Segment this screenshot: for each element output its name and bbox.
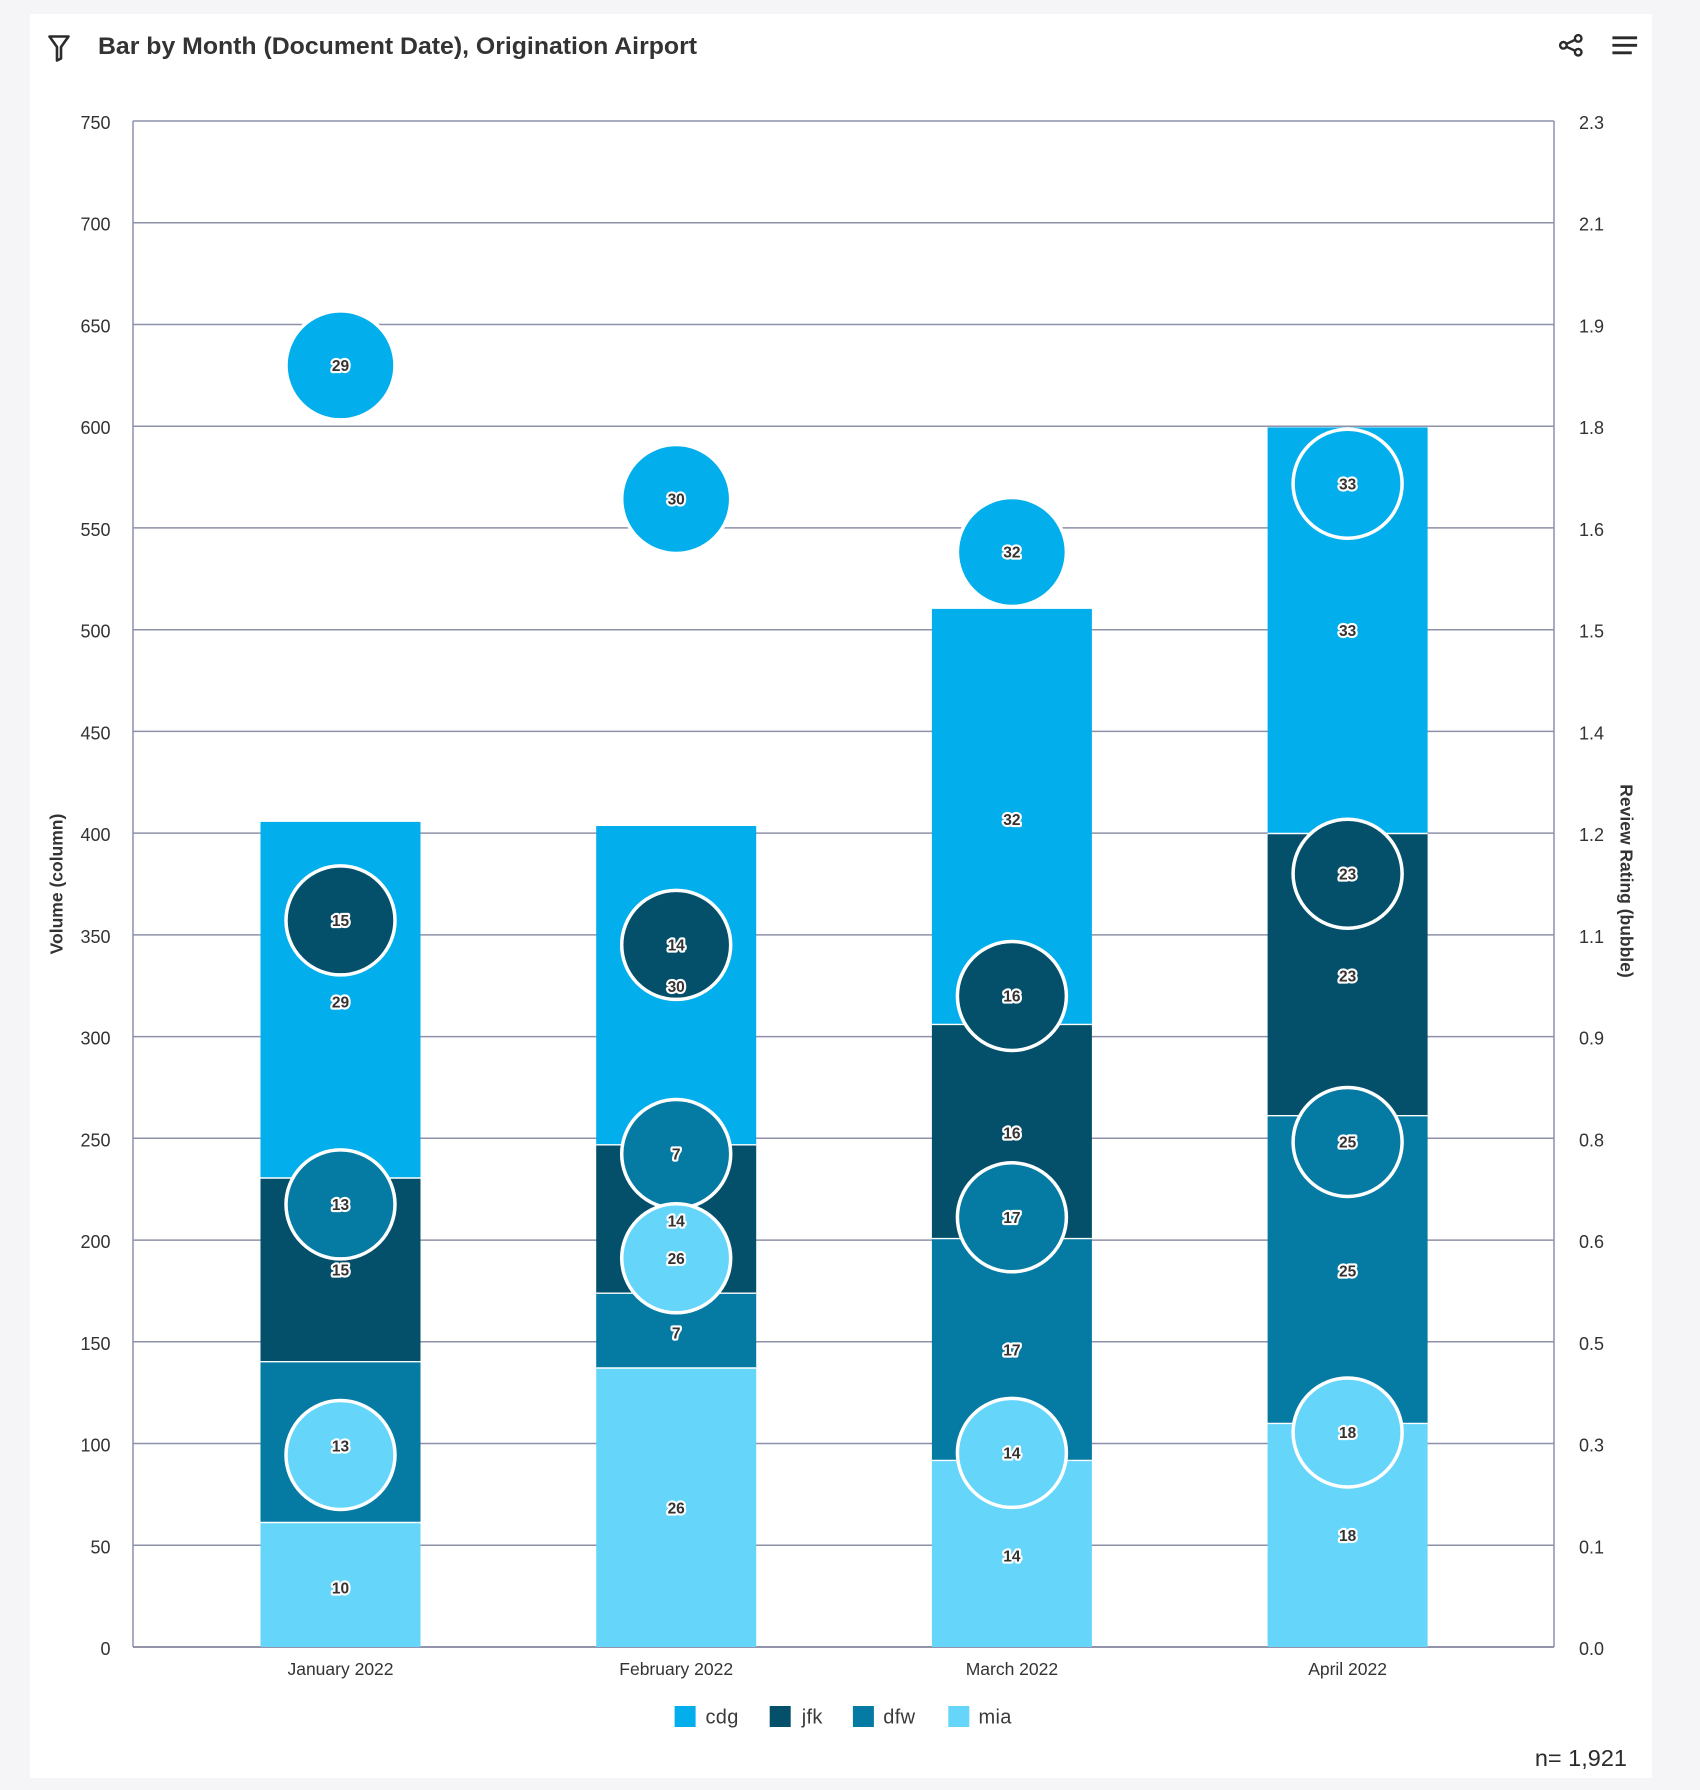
svg-text:cdg: cdg	[706, 1707, 739, 1729]
svg-text:650: 650	[80, 317, 110, 337]
svg-text:400: 400	[80, 825, 110, 845]
svg-text:0.9: 0.9	[1579, 1029, 1604, 1049]
svg-text:18: 18	[1339, 1528, 1357, 1545]
svg-text:700: 700	[80, 215, 110, 235]
svg-text:dfw: dfw	[883, 1707, 915, 1729]
svg-text:26: 26	[668, 1501, 686, 1518]
svg-text:7: 7	[672, 1326, 681, 1343]
svg-text:200: 200	[80, 1232, 110, 1252]
svg-text:350: 350	[80, 927, 110, 947]
svg-text:10: 10	[332, 1581, 349, 1598]
svg-text:1.9: 1.9	[1579, 317, 1604, 337]
svg-text:30: 30	[668, 979, 685, 996]
svg-text:600: 600	[80, 418, 110, 438]
svg-text:23: 23	[1339, 866, 1357, 883]
svg-text:15: 15	[332, 913, 350, 930]
svg-text:13: 13	[332, 1439, 350, 1456]
svg-text:0.0: 0.0	[1579, 1639, 1604, 1659]
svg-text:0: 0	[100, 1639, 110, 1659]
svg-text:2.1: 2.1	[1579, 215, 1604, 235]
svg-text:March 2022: March 2022	[966, 1659, 1058, 1679]
svg-text:0.3: 0.3	[1579, 1436, 1604, 1456]
svg-text:n= 1,921: n= 1,921	[1535, 1745, 1627, 1771]
svg-text:Bar by Month (Document Date),: Bar by Month (Document Date), Originatio…	[98, 33, 697, 60]
svg-text:750: 750	[80, 113, 110, 133]
svg-text:17: 17	[1003, 1210, 1020, 1227]
svg-text:25: 25	[1339, 1264, 1357, 1281]
svg-text:450: 450	[80, 723, 110, 743]
svg-text:26: 26	[668, 1251, 686, 1268]
svg-text:15: 15	[332, 1263, 350, 1280]
svg-text:29: 29	[332, 995, 350, 1012]
svg-text:January 2022: January 2022	[287, 1659, 393, 1679]
svg-text:32: 32	[1003, 545, 1020, 562]
svg-text:Volume (column): Volume (column)	[47, 814, 67, 955]
svg-text:33: 33	[1339, 476, 1357, 493]
svg-text:16: 16	[1003, 1126, 1021, 1143]
svg-text:1.5: 1.5	[1579, 622, 1604, 642]
svg-text:0.1: 0.1	[1579, 1537, 1604, 1557]
svg-text:1.1: 1.1	[1579, 927, 1604, 947]
svg-text:100: 100	[80, 1436, 110, 1456]
svg-text:32: 32	[1003, 812, 1020, 829]
svg-text:0.5: 0.5	[1579, 1334, 1604, 1354]
svg-text:18: 18	[1339, 1425, 1357, 1442]
svg-text:Review Rating (bubble): Review Rating (bubble)	[1617, 784, 1637, 977]
svg-text:7: 7	[672, 1147, 681, 1164]
svg-text:550: 550	[80, 520, 110, 540]
svg-text:50: 50	[90, 1537, 110, 1557]
svg-text:mia: mia	[979, 1707, 1013, 1729]
svg-text:1.8: 1.8	[1579, 418, 1604, 438]
svg-text:1.2: 1.2	[1579, 825, 1604, 845]
svg-text:14: 14	[668, 938, 686, 955]
svg-text:17: 17	[1003, 1343, 1020, 1360]
svg-text:1.4: 1.4	[1579, 723, 1604, 743]
svg-text:February 2022: February 2022	[619, 1659, 733, 1679]
svg-text:April 2022: April 2022	[1308, 1659, 1387, 1679]
svg-text:500: 500	[80, 622, 110, 642]
svg-text:13: 13	[332, 1197, 350, 1214]
svg-text:jfk: jfk	[801, 1707, 824, 1729]
svg-text:14: 14	[1003, 1446, 1021, 1463]
svg-text:250: 250	[80, 1130, 110, 1150]
svg-text:16: 16	[1003, 989, 1021, 1006]
svg-text:150: 150	[80, 1334, 110, 1354]
svg-text:33: 33	[1339, 623, 1357, 640]
svg-text:0.6: 0.6	[1579, 1232, 1604, 1252]
svg-text:1.6: 1.6	[1579, 520, 1604, 540]
svg-text:2.3: 2.3	[1579, 113, 1604, 133]
svg-text:25: 25	[1339, 1135, 1357, 1152]
svg-text:29: 29	[332, 358, 350, 375]
svg-text:14: 14	[1003, 1549, 1021, 1566]
svg-text:14: 14	[668, 1214, 686, 1231]
svg-text:23: 23	[1339, 969, 1357, 986]
svg-text:300: 300	[80, 1029, 110, 1049]
svg-text:30: 30	[668, 492, 685, 509]
svg-text:0.8: 0.8	[1579, 1130, 1604, 1150]
